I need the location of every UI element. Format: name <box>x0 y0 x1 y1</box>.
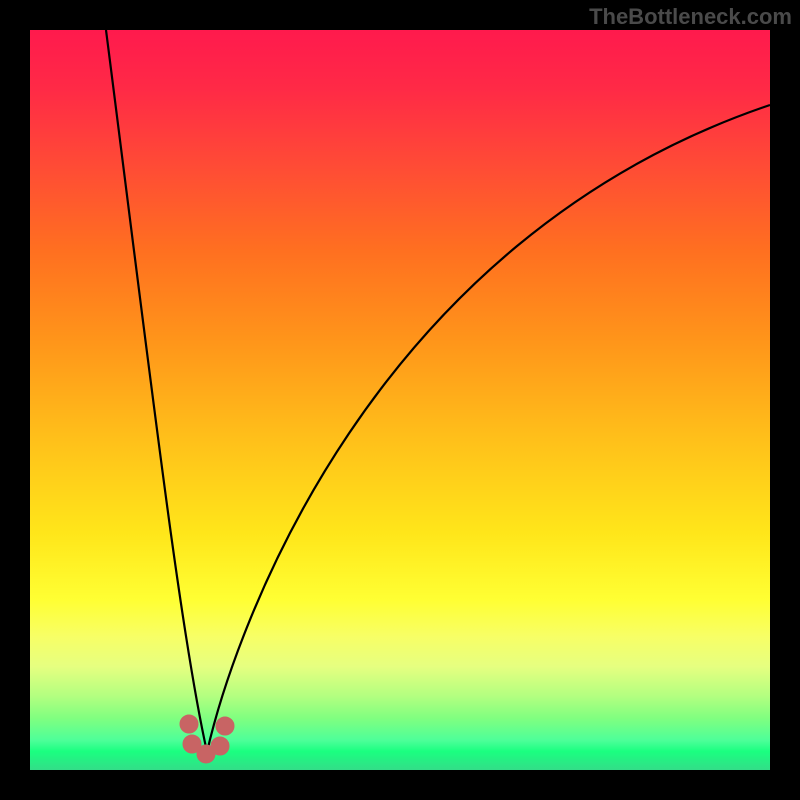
data-marker <box>211 737 229 755</box>
chart-frame: TheBottleneck.com <box>0 0 800 800</box>
data-marker <box>216 717 234 735</box>
data-marker <box>180 715 198 733</box>
plot-background <box>30 30 770 770</box>
watermark-text: TheBottleneck.com <box>589 4 792 30</box>
bottleneck-curve-chart <box>0 0 800 800</box>
